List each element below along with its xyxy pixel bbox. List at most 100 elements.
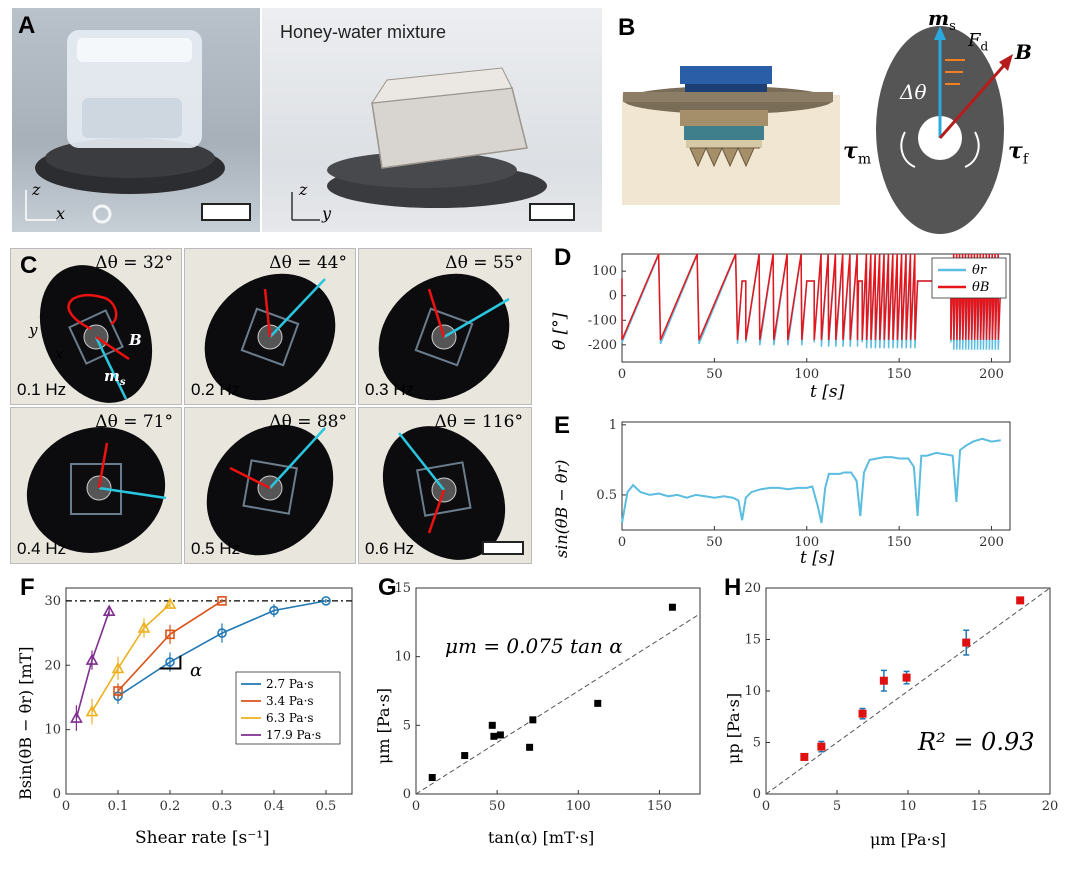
torque-diagram (876, 26, 1013, 234)
data-point (85, 704, 99, 717)
x-tick-label: 0 (62, 799, 70, 814)
data-point (113, 686, 123, 696)
chart-f-xlabel: Shear rate [s⁻¹] (135, 828, 270, 848)
data-point (321, 596, 331, 606)
data-point (85, 653, 99, 665)
chart-h-xlabel: μm [Pa·s] (870, 830, 947, 849)
x-tick-label: 0.2 (160, 799, 181, 814)
data-point (165, 657, 175, 667)
x-tick-label: 100 (794, 367, 819, 382)
tile-dtheta: Δθ = 32° (95, 253, 173, 273)
y-tick-label: 1 (609, 418, 617, 433)
label-delta-theta: Δθ (900, 80, 927, 104)
y-tick-label: 15 (394, 581, 411, 596)
chart-g-equation: μm = 0.075 tan α (445, 634, 623, 658)
chart-g: 0 50 100 150 0 5 10 15 (394, 581, 701, 814)
y-tick-label: 30 (44, 594, 61, 609)
chart-e: 0 50 100 150 200 1 0.5 (596, 418, 1011, 550)
panel-label-c: C (20, 252, 38, 279)
data-point (526, 743, 534, 751)
tile-drawing (382, 426, 524, 560)
x-tick-label: 100 (794, 535, 819, 550)
tile-dtheta: Δθ = 116° (434, 412, 523, 432)
tile-frequency: 0.1 Hz (17, 380, 67, 399)
tile-frequency: 0.3 Hz (365, 380, 415, 399)
x-tick-label: 50 (706, 535, 723, 550)
legend-label: 6.3 Pa·s (266, 711, 314, 725)
y-tick-label: -200 (588, 338, 617, 353)
tile-drawing (39, 265, 153, 403)
x-tick-label: 15 (971, 799, 988, 814)
y-tick-label: 0 (53, 787, 61, 802)
data-point (488, 721, 496, 729)
panel-label-e: E (554, 412, 571, 439)
panel-e: E 0 50 100 150 200 1 0.5 sin(θB − θr) t [s] (540, 408, 1080, 578)
panel-label-h: H (724, 574, 742, 601)
panel-g: G 0 50 100 150 0 5 10 15 μm [Pa·s] tan(α) [mT·s… (370, 568, 720, 867)
x-tick-label: 200 (979, 367, 1004, 382)
y-tick-label: 5 (753, 736, 761, 751)
label-tau-m: τm (843, 138, 872, 168)
data-point (490, 732, 498, 740)
data-point (70, 711, 83, 723)
panel-label-g: G (378, 574, 397, 601)
micrograph-tile: Δθ = 88° 0.5 Hz (184, 407, 356, 564)
device-render (622, 66, 840, 205)
tile-frequency: 0.6 Hz (365, 539, 415, 558)
y-tick-label: 15 (744, 633, 761, 648)
x-tick-label: 0.4 (264, 799, 285, 814)
data-point (594, 699, 602, 707)
micrograph-tile: Δθ = 55° 0.3 Hz (358, 248, 532, 405)
series-line (117, 600, 223, 692)
chart-h-ylabel: μp [Pa·s] (724, 692, 743, 764)
data-point (800, 752, 809, 761)
x-tick-label: 10 (900, 799, 917, 814)
x-tick-label: 50 (706, 367, 723, 382)
data-point (529, 716, 537, 724)
label-ms: ms (928, 6, 956, 34)
axis-x-label: x (56, 204, 66, 223)
x-tick-label: 100 (566, 799, 591, 814)
legend-label: 3.4 Pa·s (266, 694, 314, 708)
photo-air-drawing (25, 30, 251, 224)
chart-d-ylabel: θ [°] (550, 312, 570, 350)
data-point (902, 673, 911, 682)
data-point (217, 596, 227, 606)
chart-h-r2: R² = 0.93 (918, 728, 1035, 756)
panel-label-b: B (618, 14, 636, 41)
series-line (91, 603, 171, 713)
legend-label: 17.9 Pa·s (266, 728, 321, 742)
x-tick-label: 200 (979, 535, 1004, 550)
x-tick-label: 50 (489, 799, 506, 814)
photo-honey-drawing (291, 67, 575, 221)
panel-label-a: A (18, 12, 36, 39)
chart-f-alpha: α (190, 660, 203, 681)
data-point (668, 603, 676, 611)
axis-z-label: z (299, 180, 308, 199)
fit-line (765, 587, 1051, 795)
photo-air: z x (12, 8, 260, 232)
tile-dtheta: Δθ = 71° (95, 412, 173, 432)
y-tick-label: 0.5 (596, 488, 617, 503)
data-point (879, 676, 888, 685)
label-fd: Fd (968, 30, 989, 54)
micrograph-tile: Δθ = 71° 0.4 Hz (10, 407, 182, 564)
photo-honey: Honey-water mixture z y (262, 8, 602, 232)
data-point (111, 661, 125, 674)
label-tau-f: τf (1008, 138, 1028, 168)
axis-y-label: y (29, 321, 38, 339)
y-tick-label: 0 (403, 787, 411, 802)
x-tick-label: 0 (762, 799, 770, 814)
y-tick-label: 5 (403, 718, 411, 733)
axis-y-label: y (322, 204, 332, 223)
data-point (496, 731, 504, 739)
data-point (137, 621, 151, 633)
chart-e-xlabel: t [s] (800, 548, 835, 568)
chart-g-ylabel: μm [Pa·s] (374, 687, 393, 764)
chart-e-ylabel: sin(θB − θr) (552, 459, 571, 558)
plot-frame (65, 587, 353, 795)
x-tick-label: 5 (833, 799, 841, 814)
tile-dtheta: Δθ = 55° (445, 253, 523, 273)
x-tick-label: 0.1 (108, 799, 129, 814)
data-point (461, 752, 469, 760)
